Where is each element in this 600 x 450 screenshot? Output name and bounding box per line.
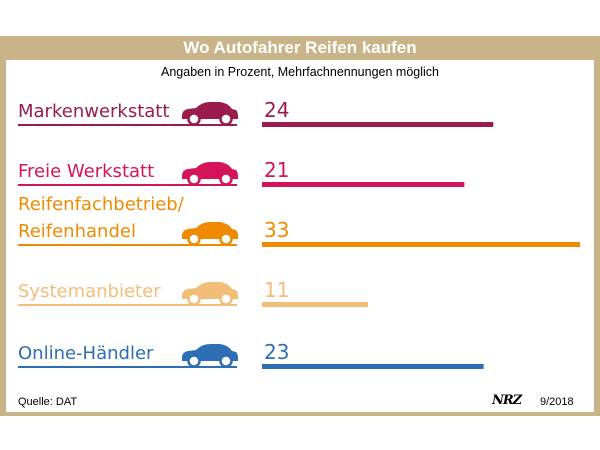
bar <box>262 122 494 127</box>
car-icon <box>182 344 238 368</box>
value-label: 11 <box>264 278 289 302</box>
value-label: 21 <box>264 158 289 182</box>
bar <box>262 302 368 307</box>
car-icon <box>182 222 238 246</box>
car-icon <box>182 102 238 126</box>
chart-panel <box>6 60 594 412</box>
category-label: Online-Händler <box>18 343 154 364</box>
value-label: 24 <box>264 98 289 122</box>
chart-title: Wo Autofahrer Reifen kaufen <box>183 38 417 57</box>
value-label: 23 <box>264 340 289 364</box>
bar <box>262 364 484 369</box>
source-note: Quelle: DAT <box>18 396 78 408</box>
chart-subtitle: Angaben in Prozent, Mehrfachnennungen mö… <box>161 65 439 79</box>
category-label: Reifenfachbetrieb/ <box>18 194 185 215</box>
category-label: Markenwerkstatt <box>18 101 169 122</box>
value-label: 33 <box>264 218 289 242</box>
category-label: Reifenhandel <box>18 221 136 242</box>
publisher-logo: NRZ <box>492 393 522 408</box>
car-icon <box>182 282 238 306</box>
bar <box>262 182 465 187</box>
category-label: Systemanbieter <box>18 281 161 302</box>
category-label: Freie Werkstatt <box>18 161 154 182</box>
car-icon <box>182 162 238 186</box>
bar <box>262 242 580 247</box>
publication-date: 9/2018 <box>540 396 574 408</box>
